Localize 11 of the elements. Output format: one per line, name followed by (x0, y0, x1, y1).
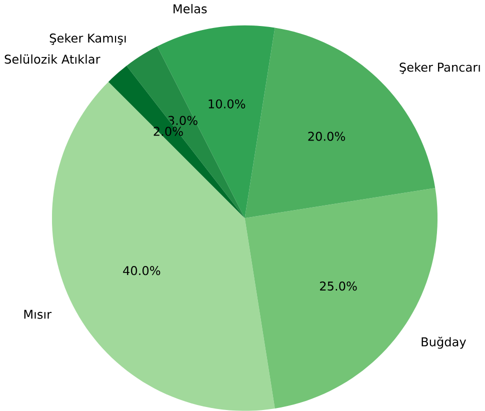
data-label: 40.0% (123, 266, 160, 276)
data-label: 20.0% (308, 132, 346, 141)
data-label: 10.0% (208, 99, 246, 109)
slice-label: Mısır (24, 310, 52, 319)
slice-label: Şeker Kamışı (50, 33, 126, 45)
slice-label: Buğday (422, 336, 466, 349)
data-label: 3.0% (168, 116, 198, 126)
slice-label: Selülozik Atıklar (4, 54, 100, 64)
slice-label: Melas (174, 4, 207, 14)
slice-label: Şeker Pancarı (400, 62, 480, 74)
data-label: 25.0% (320, 282, 357, 291)
